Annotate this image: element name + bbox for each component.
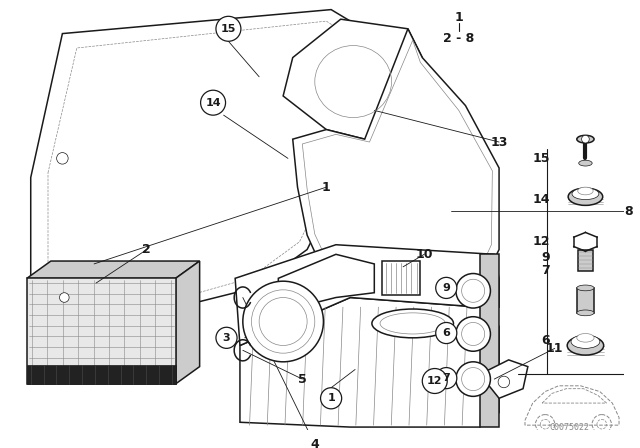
Ellipse shape <box>572 188 599 200</box>
Ellipse shape <box>577 333 594 342</box>
Circle shape <box>436 367 457 389</box>
Circle shape <box>243 281 323 362</box>
Bar <box>578 250 593 271</box>
Text: 2 - 8: 2 - 8 <box>443 32 474 45</box>
Text: 13: 13 <box>490 136 508 149</box>
Polygon shape <box>175 261 200 384</box>
Ellipse shape <box>568 188 603 205</box>
Text: 15: 15 <box>221 24 236 34</box>
Text: 12: 12 <box>532 235 550 248</box>
Bar <box>382 261 420 295</box>
Ellipse shape <box>577 310 594 316</box>
Polygon shape <box>27 261 200 278</box>
Bar <box>577 288 594 313</box>
Polygon shape <box>27 278 175 384</box>
Text: C0075022: C0075022 <box>549 422 589 431</box>
Text: 14: 14 <box>532 193 550 206</box>
Circle shape <box>60 293 69 302</box>
Ellipse shape <box>567 336 604 355</box>
Text: 8: 8 <box>624 205 633 218</box>
Ellipse shape <box>372 309 454 338</box>
Polygon shape <box>240 297 499 427</box>
Ellipse shape <box>579 160 592 166</box>
Circle shape <box>216 327 237 349</box>
Text: 9: 9 <box>442 283 450 293</box>
Text: 5: 5 <box>298 373 307 386</box>
Circle shape <box>436 277 457 298</box>
Text: 1: 1 <box>322 181 331 194</box>
Text: 15: 15 <box>532 152 550 165</box>
Text: 1: 1 <box>327 393 335 403</box>
Text: 7: 7 <box>541 264 550 277</box>
Ellipse shape <box>577 135 594 143</box>
Ellipse shape <box>578 187 593 195</box>
Polygon shape <box>480 360 528 398</box>
Text: 12: 12 <box>427 376 442 386</box>
Polygon shape <box>283 19 422 139</box>
Text: 6: 6 <box>442 328 450 338</box>
Text: 7: 7 <box>442 373 450 383</box>
Circle shape <box>456 317 490 351</box>
Polygon shape <box>235 245 499 345</box>
Polygon shape <box>31 9 355 322</box>
Circle shape <box>321 388 342 409</box>
Ellipse shape <box>577 285 594 291</box>
Circle shape <box>216 16 241 41</box>
Text: 2: 2 <box>143 243 151 256</box>
Text: 10: 10 <box>415 248 433 261</box>
Polygon shape <box>480 254 499 427</box>
Text: 9: 9 <box>541 251 550 264</box>
Circle shape <box>422 369 447 393</box>
Ellipse shape <box>571 335 600 349</box>
Polygon shape <box>27 365 175 384</box>
Polygon shape <box>278 254 374 312</box>
Text: 6: 6 <box>541 334 550 347</box>
Circle shape <box>582 135 589 143</box>
Circle shape <box>456 274 490 308</box>
Text: 3: 3 <box>223 333 230 343</box>
Circle shape <box>456 362 490 396</box>
Circle shape <box>436 323 457 344</box>
Text: 14: 14 <box>205 98 221 108</box>
Text: 4: 4 <box>310 438 319 448</box>
Text: 11: 11 <box>546 342 563 355</box>
Circle shape <box>200 90 225 115</box>
Circle shape <box>56 153 68 164</box>
Polygon shape <box>292 29 499 331</box>
Circle shape <box>498 376 509 388</box>
Text: 1: 1 <box>454 11 463 24</box>
